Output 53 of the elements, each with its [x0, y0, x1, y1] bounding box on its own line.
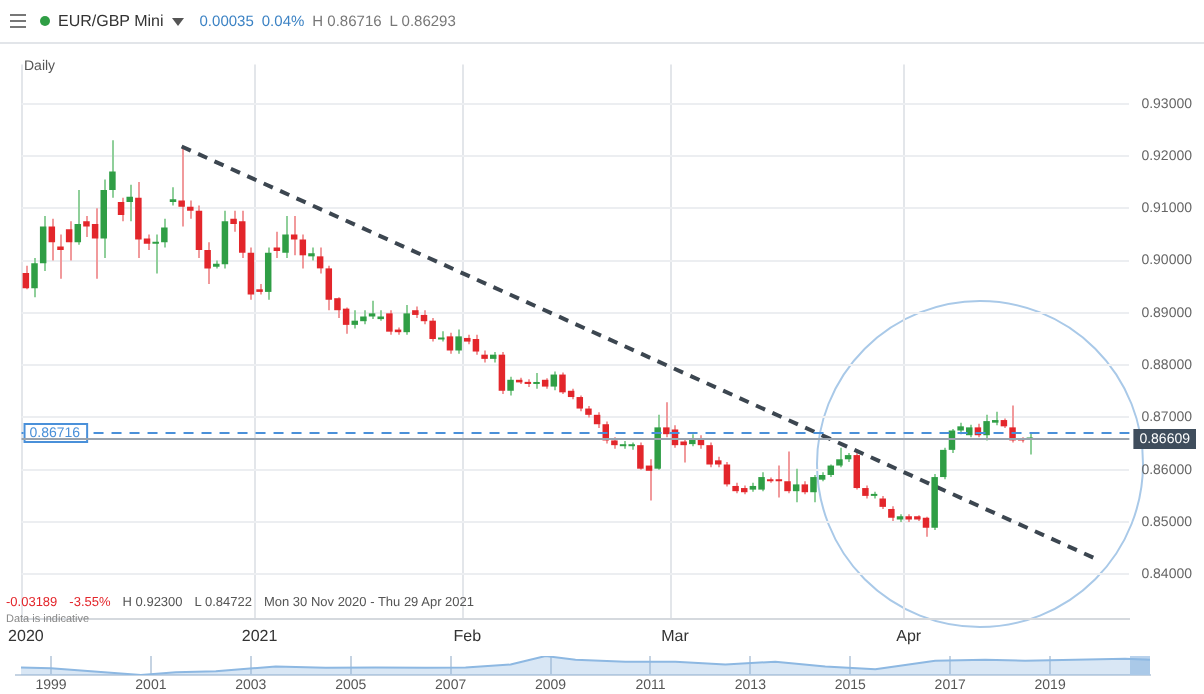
candlestick [290, 215, 298, 257]
candlestick [472, 333, 480, 356]
candlestick [135, 181, 142, 259]
x-tick-label: 2020 [8, 626, 45, 645]
candlestick [403, 303, 410, 336]
candlestick [264, 246, 272, 301]
candlestick [31, 256, 38, 299]
candlestick [117, 196, 125, 223]
candlestick [273, 230, 281, 259]
candlestick [429, 317, 436, 343]
candlestick [498, 351, 506, 395]
candlestick [810, 473, 817, 504]
candlestick [368, 299, 376, 321]
candlestick [775, 464, 783, 499]
candlestick [983, 413, 990, 442]
candlestick [238, 209, 246, 259]
x-tick-label: 2021 [241, 626, 279, 645]
candlestick [247, 246, 255, 301]
candlestick [654, 413, 661, 471]
candlestick [663, 401, 670, 439]
candlestick [22, 264, 30, 291]
candlestick [195, 204, 203, 259]
candlestick [559, 371, 566, 395]
x-tick-label: Feb [453, 626, 483, 645]
x-tick-label: Mar [661, 626, 690, 645]
x-tick-label: Apr [896, 626, 922, 645]
candlestick [533, 371, 540, 390]
candlestick [91, 207, 99, 280]
candlestick [282, 215, 289, 259]
candlestick [784, 450, 791, 495]
candlestick [507, 375, 514, 397]
candlestick [39, 215, 47, 272]
candlestick [550, 370, 558, 392]
candlestick [792, 467, 800, 504]
candlestick [325, 264, 333, 312]
candlestick [455, 328, 462, 355]
candlestick [83, 215, 90, 238]
chart-title: EUR/GBP Mini [58, 12, 164, 30]
candlestick [169, 186, 177, 207]
candlestick [637, 441, 644, 471]
candlestick [316, 246, 324, 275]
candlestick [836, 446, 843, 469]
candlestick [386, 309, 393, 336]
candlestick [221, 209, 229, 270]
candlestick [126, 183, 133, 223]
candlestick [680, 437, 687, 464]
candlestick [922, 515, 930, 538]
candlestick [204, 241, 211, 286]
candlestick [758, 471, 765, 493]
candlestick [853, 452, 860, 491]
candlestick [74, 188, 82, 246]
candlestick [65, 220, 73, 262]
candlestick [446, 331, 454, 355]
